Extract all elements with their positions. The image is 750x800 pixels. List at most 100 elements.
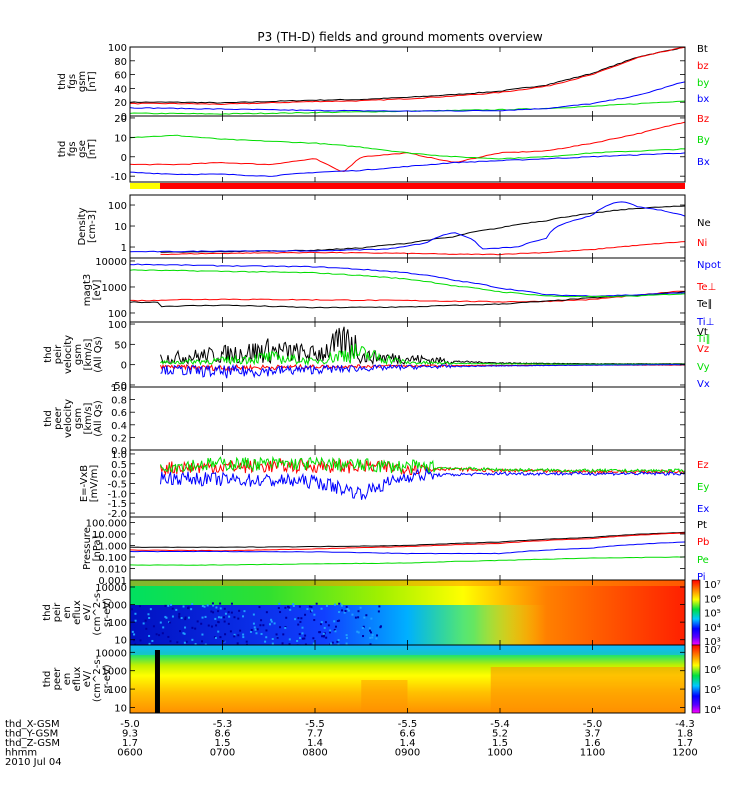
series-Vy (160, 343, 685, 367)
y-tick-label: 1.0 (111, 450, 127, 461)
series-line-Ni (160, 241, 686, 256)
time-axis-value: 1.6 (585, 738, 601, 749)
series-line-Pi (129, 541, 686, 555)
y-tick-label: 0.010 (98, 564, 127, 575)
colorbar-tick-label: 10⁶ (704, 665, 721, 676)
page-title: P3 (TH-D) fields and ground moments over… (257, 30, 542, 44)
y-tick-label: 20 (114, 114, 127, 125)
y-tick-label: 1000 (102, 601, 127, 612)
y-tick-label: 20 (114, 98, 127, 109)
legend-Vt: Vt (697, 327, 708, 338)
y-tick-label: -10 (111, 172, 127, 183)
y-axis-label: thdpeervelocitygsm[km/s](All Qs) (43, 399, 104, 438)
series-line-Bz (129, 121, 686, 173)
y-tick-label: -1.0 (107, 489, 127, 500)
time-axis-value: 1000 (487, 748, 512, 759)
legend-Vx: Vx (697, 379, 710, 390)
colorbar-peir_eflux: 10³ 10⁴ 10⁵ 10⁶ 10⁷ (691, 579, 721, 648)
legend-Ne: Ne (697, 218, 711, 229)
y-tick-label: 80 (114, 57, 127, 68)
time-axis-value: 7.7 (307, 729, 323, 740)
spectrogram-peer_eflux (130, 645, 685, 713)
date-label: 2010 Jul 04 (5, 757, 62, 768)
series-By (129, 134, 686, 160)
series-line-Vx (160, 363, 686, 379)
time-axis-value: 1.7 (677, 738, 693, 749)
time-axis-value: 0600 (117, 748, 142, 759)
status-bar-yellow (130, 183, 160, 189)
y-axis-label: thdfgsgse[nT] (57, 139, 98, 159)
time-axis-value: 5.2 (492, 729, 508, 740)
series-line-Bt (129, 46, 686, 104)
legend-Ey: Ey (697, 482, 709, 493)
y-tick-label: -1.5 (107, 499, 127, 510)
panel-frame (129, 449, 686, 518)
y-tick-label: 10.000 (92, 530, 127, 541)
legend-Npot: Npot (697, 260, 721, 271)
panel-peer_eflux: 10⁴ 10⁵ 10⁶ 10⁷ 10 100 1000 10000thdpeereneflux… (42, 644, 721, 716)
time-axis-value: 1.4 (307, 738, 323, 749)
legend-Pe: Pe (697, 555, 709, 566)
time-axis-value: 0700 (210, 748, 235, 759)
series-line-Ne (160, 205, 686, 253)
series-line-By (129, 134, 686, 160)
series-Te⊥ (130, 290, 686, 303)
legend-Ti⊥: Ti⊥ (696, 317, 714, 328)
series-line-Pb (129, 532, 685, 552)
legend-Pt: Pt (697, 520, 707, 531)
legend-Pb: Pb (697, 537, 709, 548)
legend-By: By (697, 135, 710, 146)
panel-temperature: Te⊥ Te∥ Ti⊥ Ti∥ 100 1000 10000 magt3[eV] (82, 257, 716, 345)
colorbar-tick-label: 10⁴ (704, 705, 721, 716)
series-line-Vt (160, 326, 686, 366)
series-Bx (129, 152, 686, 177)
y-tick-label: 0.001 (98, 576, 127, 587)
y-tick-label: 10 (114, 636, 127, 647)
y-tick-label: 100.000 (86, 518, 127, 529)
series-Ti∥ (129, 269, 686, 298)
colorbar-tick-label: 10⁵ (704, 609, 721, 620)
panel-frame (129, 386, 686, 451)
time-axis-row-label: thd_Y-GSM (5, 729, 58, 740)
y-tick-label: 10 (114, 133, 127, 144)
time-axis-value: -5.4 (490, 719, 510, 730)
y-tick-label: 10000 (95, 648, 127, 659)
y-tick-label: 40 (114, 84, 127, 95)
legend-bx: bx (697, 94, 709, 105)
y-tick-label: 100 (108, 43, 127, 54)
series-line-Ti∥ (129, 269, 686, 298)
legend-bz: bz (697, 61, 709, 72)
series-line-Te⊥ (130, 290, 686, 303)
y-axis-label: thdpeirvelocitygsm[km/s](All Qs) (43, 335, 104, 374)
legend-Vy: Vy (697, 362, 710, 373)
time-axis-value: -5.3 (213, 719, 233, 730)
legend-Te⊥: Te⊥ (696, 282, 716, 293)
colorbar-tick-label: 10⁴ (704, 623, 721, 634)
panel-frame (129, 257, 686, 323)
time-axis-value: 0900 (395, 748, 420, 759)
time-axis-value: 1.5 (492, 738, 508, 749)
colorbar-tick-label: 10⁷ (704, 645, 721, 656)
y-tick-label: 100 (108, 309, 127, 320)
status-bar (130, 183, 685, 189)
series-Bt (129, 46, 686, 104)
y-tick-label: 0.5 (111, 460, 127, 471)
legend-Pi: Pi (697, 572, 706, 583)
y-tick-label: 0.2 (111, 433, 127, 444)
legend-Bt: Bt (697, 44, 708, 55)
time-axis-value: 1.4 (400, 738, 416, 749)
legend-Bx: Bx (697, 157, 710, 168)
y-tick-label: -50 (111, 381, 127, 392)
y-tick-label: 60 (114, 71, 127, 82)
y-axis-label: magt3[eV] (82, 274, 103, 307)
time-axis-value: 1.8 (677, 729, 693, 740)
panel-frame (129, 516, 686, 581)
colorbar-tick-label: 10⁶ (704, 594, 721, 605)
y-tick-label: 0 (121, 112, 127, 123)
series-Pe (129, 556, 686, 566)
legend-Ex: Ex (697, 504, 709, 515)
y-tick-label: 10 (114, 222, 127, 233)
legend-Ti∥: Ti∥ (696, 334, 711, 345)
series-line-Ti⊥ (129, 263, 686, 297)
